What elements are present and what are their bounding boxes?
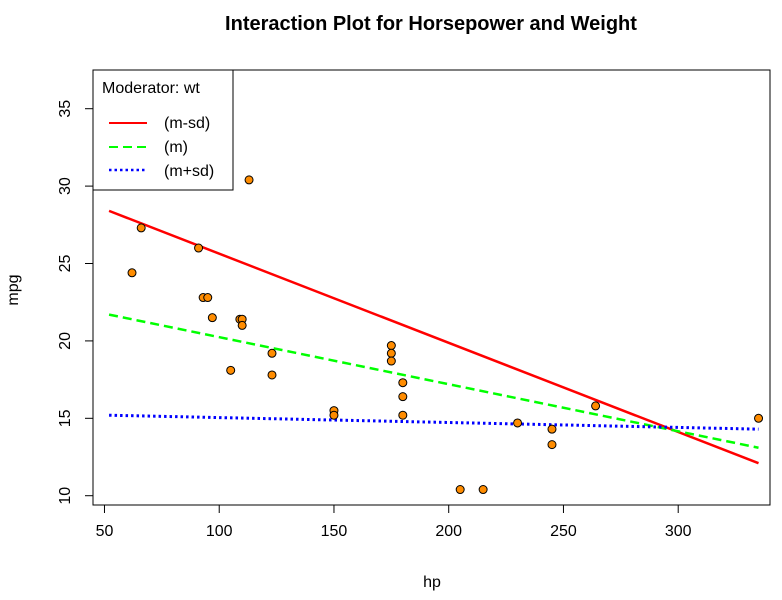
data-point [398,392,408,402]
y-axis-label: mpg [5,274,22,305]
legend-label-m-plus-sd: (m+sd) [164,163,214,180]
legend-label-m-minus-sd: (m-sd) [164,115,210,132]
y-tick-label: 25 [57,255,74,273]
y-tick-label: 10 [57,487,74,505]
data-point [267,370,277,380]
x-tick-label: 300 [665,523,692,540]
data-point [547,440,557,450]
data-point [591,401,601,411]
series-line-m-minus-sd [108,209,759,465]
data-point [267,348,277,358]
data-point [754,413,764,423]
data-point [513,418,523,428]
data-point [237,320,247,330]
y-tick-label: 20 [57,332,74,350]
data-point [136,223,146,233]
x-tick-label: 250 [550,523,577,540]
x-axis: 50 100 150 200 250 300 [96,504,692,540]
data-point [478,485,488,495]
x-tick-label: 150 [321,523,348,540]
x-tick-label: 100 [206,523,233,540]
data-point [398,378,408,388]
data-point [455,485,465,495]
data-point [203,293,213,303]
series-lines [108,209,759,465]
data-point [244,175,254,185]
legend-label-m: (m) [164,139,188,156]
x-tick-label: 200 [435,523,462,540]
data-point [547,424,557,434]
x-tick-label: 50 [96,523,114,540]
legend-title: Moderator: wt [102,80,200,97]
data-point [386,356,396,366]
data-point [386,348,396,358]
data-point [127,268,137,278]
data-point [207,313,217,323]
data-points [104,175,764,495]
legend: Moderator: wt (m-sd) (m) (m+sd) [92,69,234,191]
data-point [398,410,408,420]
data-point [386,341,396,351]
series-line-m-plus-sd [109,413,759,431]
data-point [329,410,339,420]
chart-title: Interaction Plot for Horsepower and Weig… [225,13,637,35]
x-axis-label: hp [423,574,441,591]
data-point [194,243,204,253]
y-tick-label: 30 [57,177,74,195]
y-tick-label: 35 [57,100,74,118]
data-point [226,365,236,375]
y-tick-label: 15 [57,409,74,427]
y-axis: 10 15 20 25 30 35 [57,100,94,505]
